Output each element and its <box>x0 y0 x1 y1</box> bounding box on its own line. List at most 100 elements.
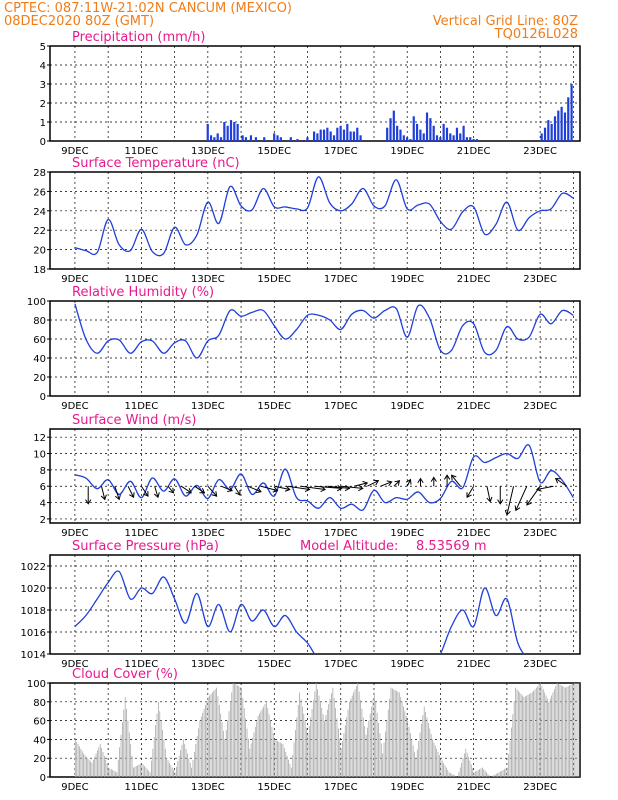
precip-bar <box>219 137 223 141</box>
x-tick-label: 15DEC <box>257 146 291 157</box>
cloud-bar <box>77 744 79 777</box>
cloud-bar <box>177 761 179 777</box>
y-tick-label: 40 <box>33 354 46 365</box>
model-altitude-value: 8.53569 m <box>416 539 487 554</box>
precip-bar <box>449 133 452 141</box>
cloud-bar <box>195 744 197 777</box>
cloud-bar <box>382 753 384 777</box>
cloud-bar <box>342 740 343 777</box>
cloud-bar <box>220 713 222 777</box>
cloud-bar <box>339 738 341 777</box>
cloud-bar <box>94 756 96 777</box>
x-tick-label: 15DEC <box>257 401 291 412</box>
cloud-bar <box>486 772 487 777</box>
cloud-bar <box>272 733 274 777</box>
cloud-bar <box>203 708 205 777</box>
cloud-bar <box>386 720 388 777</box>
cloud-bar <box>398 692 400 777</box>
wind-vector <box>101 486 106 500</box>
x-tick-label: 19DEC <box>390 782 424 793</box>
cloud-bar <box>192 759 194 777</box>
cloud-bar <box>516 689 518 777</box>
precip-bar <box>346 123 349 141</box>
cloud-bar <box>472 768 474 777</box>
cloud-bar <box>508 754 510 777</box>
wind-vector <box>274 485 290 491</box>
cloud-bar <box>479 769 480 777</box>
precip-bar <box>547 120 550 141</box>
x-tick-label: 21DEC <box>457 782 491 793</box>
cloud-bar <box>545 695 547 777</box>
header-grid-line: Vertical Grid Line: 80Z <box>433 14 578 29</box>
plot-frame <box>49 45 581 142</box>
wind-vector-head <box>443 474 451 480</box>
x-tick-label: 17DEC <box>324 401 358 412</box>
cloud-bar <box>445 767 447 777</box>
cloud-bar <box>391 688 393 777</box>
cloud-bar <box>441 760 443 777</box>
cloud-bar <box>511 727 512 777</box>
x-tick-label: 17DEC <box>324 528 358 539</box>
cloud-bar <box>333 697 335 777</box>
cloud-bar <box>261 708 263 777</box>
cloud-bar <box>234 683 235 777</box>
precip-bar <box>445 127 449 141</box>
cloud-bar <box>247 738 249 777</box>
cloud-bar <box>505 768 507 777</box>
cloud-bar <box>563 686 565 777</box>
precip-bar <box>213 137 216 141</box>
cloud-bar <box>408 726 410 777</box>
plot-frame <box>49 300 581 397</box>
cloud-bar <box>285 751 287 777</box>
cloud-bar <box>310 717 312 777</box>
cloud-bar <box>218 704 220 777</box>
cloud-bar <box>360 700 361 777</box>
cloud-bar <box>517 690 519 777</box>
cloud-bar <box>357 683 359 777</box>
precip-bar <box>279 137 282 141</box>
wind-vector-head <box>358 484 364 492</box>
x-tick-label: 17DEC <box>324 274 358 285</box>
cloud-bar <box>346 717 348 777</box>
cloud-bar <box>371 706 372 777</box>
precip-bar <box>206 123 209 141</box>
series-line <box>74 303 574 359</box>
cloud-bar <box>465 748 467 777</box>
wind-vector <box>353 482 368 487</box>
y-tick-label: 100 <box>27 679 46 690</box>
cloud-bar <box>225 730 227 777</box>
cloud-bar <box>138 764 140 777</box>
cloud-bar <box>84 755 86 777</box>
precip-bar <box>543 127 547 141</box>
cloud-bar <box>324 720 325 777</box>
cloud-bar <box>141 762 143 777</box>
cloud-bar <box>169 762 170 777</box>
cloud-bar <box>380 743 382 777</box>
wind-vector-head <box>554 477 561 484</box>
cloud-bar <box>397 691 399 777</box>
wind-vector-head <box>143 491 149 497</box>
wind-vector-head <box>450 474 457 481</box>
cloud-bar <box>221 722 223 777</box>
cloud-bar <box>278 741 280 777</box>
precip-bar <box>332 135 336 141</box>
cloud-bar <box>164 748 166 777</box>
wind-vector <box>233 485 241 496</box>
wind-vector-head <box>536 485 542 492</box>
cloud-bar <box>315 683 317 777</box>
cloud-bar <box>268 714 270 777</box>
panel-1: 0 1 2 3 4 5 9DEC 11DEC 13DEC 15DEC 17DEC 19DEC 21DEC… <box>40 30 581 157</box>
cloud-bar <box>277 740 278 777</box>
x-tick-label: 23DEC <box>523 782 557 793</box>
cloud-bar <box>520 693 522 777</box>
y-tick-label: 20 <box>33 754 46 765</box>
wind-vector <box>140 485 149 497</box>
cloud-bar <box>325 715 327 777</box>
cloud-bar <box>436 748 438 777</box>
y-tick-label: 0 <box>40 137 46 148</box>
cloud-bar <box>427 722 429 777</box>
precip-bar <box>241 135 244 141</box>
cloud-bar <box>544 692 546 777</box>
wind-vector-head <box>115 494 121 501</box>
precip-bar <box>226 125 229 141</box>
